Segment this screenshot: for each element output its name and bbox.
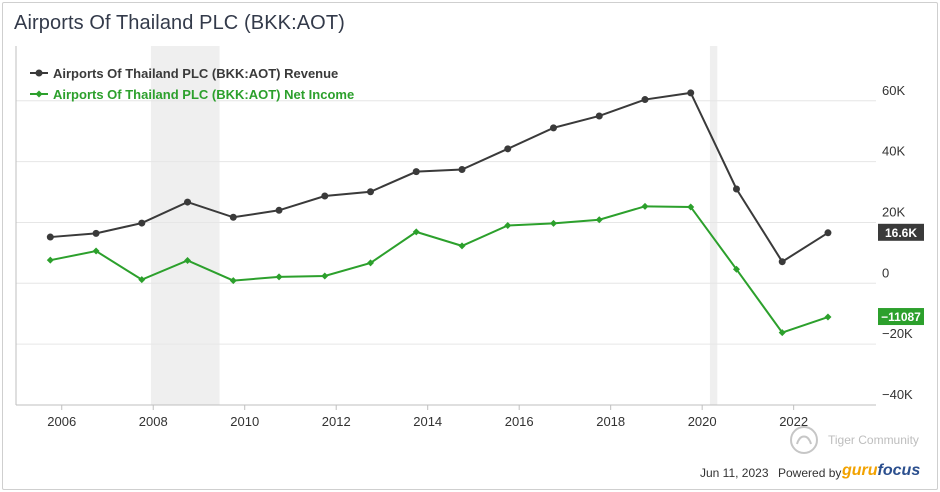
last-value-badge-0	[878, 223, 924, 241]
point-s0-16	[778, 258, 786, 266]
point-s0-3	[184, 198, 192, 206]
axes	[15, 46, 876, 406]
y-tick-label-1: 40K	[882, 144, 905, 159]
point-s1-5	[275, 273, 283, 281]
point-s1-1	[92, 247, 100, 255]
brand-part2: focus	[877, 462, 921, 479]
point-s1-16	[778, 329, 786, 337]
series-lines	[50, 91, 829, 334]
x-tick-label-5: 2016	[505, 414, 534, 429]
point-s1-9	[458, 242, 466, 250]
x-tick-label-8: 2022	[779, 414, 808, 429]
point-s0-17	[824, 229, 832, 237]
point-s0-11	[550, 124, 557, 132]
y-tick-label-2: 20K	[882, 204, 905, 219]
legend-label-1: Airports Of Thailand PLC (BKK:AOT) Net I…	[53, 87, 354, 102]
point-s0-12	[595, 112, 603, 120]
x-tick-label-7: 2020	[688, 414, 717, 429]
point-s1-11	[550, 219, 557, 227]
x-tick-label-4: 2014	[413, 414, 442, 429]
x-tick-label-6: 2018	[596, 414, 625, 429]
point-s1-3	[184, 256, 192, 264]
point-s1-4	[229, 277, 237, 285]
series-markers	[46, 89, 832, 337]
point-s1-17	[824, 313, 832, 321]
point-s1-12	[595, 216, 603, 224]
watermark-text: Tiger Community	[828, 433, 919, 447]
legend: Airports Of Thailand PLC (BKK:AOT) Reven…	[30, 66, 354, 102]
legend-label-0: Airports Of Thailand PLC (BKK:AOT) Reven…	[53, 66, 338, 81]
brand-part1: guru	[842, 462, 878, 479]
last-value-labels: 16.6K −11087	[878, 223, 924, 326]
x-tick-label-0: 2006	[47, 414, 76, 429]
series-line-1	[50, 205, 829, 334]
point-s0-0	[46, 233, 54, 241]
point-s0-13	[641, 96, 649, 104]
point-s0-6	[321, 192, 329, 200]
x-tick-label-2: 2010	[230, 414, 259, 429]
y-axis-ticks: 60K 40K 20K 0 −20K −40K	[882, 83, 913, 402]
gurufocus-logo[interactable]: gurufocus	[842, 462, 920, 480]
recession-band-0	[150, 46, 220, 405]
chart-title: Airports Of Thailand PLC (BKK:AOT)	[14, 12, 345, 34]
point-s1-6	[321, 272, 329, 280]
point-s1-7	[367, 259, 375, 267]
point-s0-10	[504, 145, 512, 153]
legend-marker-0	[35, 69, 43, 77]
point-s0-1	[92, 229, 100, 237]
point-s1-10	[504, 222, 512, 229]
x-tick-label-3: 2012	[322, 414, 351, 429]
footer-powered-by: Powered by	[778, 466, 842, 480]
x-axis-ticks: 2006 2008 2010 2012 2014 2016 2018 2020 2022	[47, 405, 808, 429]
point-s0-7	[367, 188, 375, 196]
tiger-logo-icon	[790, 426, 818, 454]
point-s0-8	[412, 168, 420, 176]
point-s0-5	[275, 206, 283, 214]
point-s1-2	[138, 276, 146, 284]
point-s0-14	[687, 89, 695, 97]
gridlines	[16, 100, 876, 406]
last-value-badge-1	[878, 308, 924, 326]
footer-date: Jun 11, 2023	[700, 466, 769, 480]
last-value-label-0: 16.6K	[885, 226, 917, 240]
legend-marker-1	[35, 90, 43, 98]
point-s1-13	[641, 202, 649, 210]
watermark: Tiger Community	[788, 424, 919, 461]
last-value-label-1: −11087	[881, 310, 921, 324]
point-s0-15	[732, 185, 740, 193]
y-tick-label-5: −40K	[882, 387, 913, 402]
y-tick-label-3: 0	[882, 265, 889, 280]
y-tick-label-4: −20K	[882, 326, 913, 341]
point-s0-4	[229, 213, 237, 221]
recession-bands	[150, 46, 718, 405]
x-tick-label-1: 2008	[139, 414, 168, 429]
point-s0-9	[458, 166, 466, 174]
recession-band-1	[709, 46, 718, 405]
point-s1-14	[687, 203, 695, 211]
point-s1-15	[732, 265, 740, 273]
point-s1-8	[412, 228, 420, 236]
point-s1-0	[46, 256, 54, 264]
y-tick-label-0: 60K	[882, 83, 905, 98]
series-line-0	[50, 91, 829, 264]
point-s0-2	[138, 219, 146, 227]
